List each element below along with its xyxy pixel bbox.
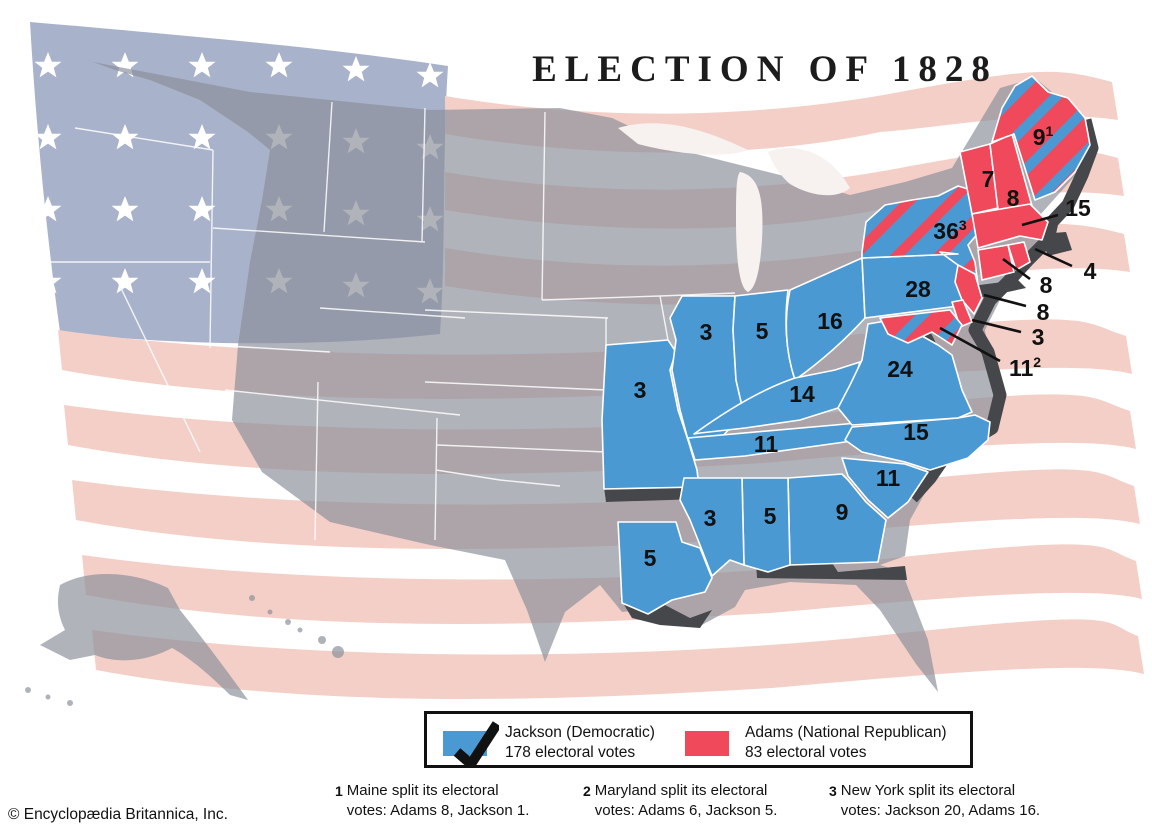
state-rhode-island [1007,241,1031,271]
state-label-pennsylvania: 28 [905,276,931,302]
lake-huron [768,148,850,196]
state-georgia [787,473,887,566]
state-label-maryland: 112 [1009,354,1041,381]
state-label-connecticut: 8 [1040,272,1053,298]
jackson-votes: 178 electoral votes [505,744,636,761]
state-label-massachusetts: 15 [1065,195,1091,221]
footnote-marker: 1 [335,783,343,799]
state-kentucky [693,361,861,435]
adams-swatch [685,731,729,756]
jackson-label: Jackson (Democratic) [505,724,655,741]
state-label-new-jersey: 8 [1037,299,1050,325]
state-connecticut [977,244,1015,281]
state-massachusetts [971,203,1049,249]
louisiana-delta-shadow [620,598,712,628]
checkmark-icon [453,721,499,766]
adams-votes: 83 electoral votes [745,744,867,761]
footnote-maryland: 2 Maryland split its electoral votes: Ada… [583,781,823,821]
state-label-mississippi: 3 [704,505,717,531]
state-label-north-carolina: 15 [903,419,929,445]
callout-line-connecticut [1002,257,1031,281]
state-label-indiana: 5 [756,318,769,344]
callout-line-delaware [971,318,1022,334]
copyright-notice: © Encyclopædia Britannica, Inc. [8,806,228,823]
state-new-jersey [954,264,983,315]
state-label-ohio: 16 [817,308,843,334]
hawaii [249,595,344,658]
state-label-delaware: 3 [1032,324,1045,350]
state-label-missouri: 3 [634,377,647,403]
state-label-south-carolina: 11 [876,465,901,491]
footnote-maine: 1 Maine split its electoral votes: Adams … [335,781,575,821]
footnote-new-york: 3 New York split its electoral votes: Jac… [829,781,1069,821]
state-label-virginia: 24 [887,356,913,382]
state-label-tennessee: 11 [754,431,779,457]
state-north-carolina [844,414,991,471]
state-maine [991,75,1091,201]
lake-superior [618,123,748,155]
state-label-new-york: 363 [933,217,967,244]
footnote-line: votes: Adams 6, Jackson 5. [594,802,778,819]
adams-legend-text: Adams (National Republican) 83 electoral… [745,723,947,763]
lake-michigan [736,172,763,292]
state-vote-labels: 3 3 5 16 14 11 24 15 11 9 5 3 5 28 363 7… [634,123,1097,571]
long-island-shadow [972,280,1026,298]
callout-line-new-jersey [983,293,1027,308]
footnote-marker: 3 [829,783,837,799]
aleutian-islands [25,687,73,706]
state-south-carolina [841,457,929,519]
footnote-marker: 2 [583,783,591,799]
page-title: ELECTION OF 1828 [532,49,998,90]
cape-cod-shadow [1040,232,1072,256]
legend-entry-jackson: Jackson (Democratic) 178 electoral votes [427,714,677,766]
state-label-illinois: 3 [700,319,713,345]
footnote-line: Maryland split its electoral [594,782,768,799]
legend: Jackson (Democratic) 178 electoral votes… [424,711,973,768]
territory-borders [48,101,736,541]
callout-line-massachusetts [1021,213,1059,227]
state-maryland [879,309,963,346]
state-label-rhode-island: 4 [1084,258,1097,284]
state-label-louisiana: 5 [644,545,657,571]
footnote-line: New York split its electoral [840,782,1016,799]
state-louisiana [617,521,713,615]
state-label-new-hampshire: 8 [1007,185,1020,211]
state-label-alabama: 5 [764,503,777,529]
callout-line-maryland [939,326,1001,363]
state-label-georgia: 9 [836,499,849,525]
callout-lines [939,213,1073,363]
legend-entry-adams: Adams (National Republican) 83 electoral… [679,714,974,765]
footnote-line: votes: Adams 8, Jackson 1. [346,802,530,819]
jackson-legend-text: Jackson (Democratic) 178 electoral votes [505,723,655,763]
adams-label: Adams (National Republican) [745,724,947,741]
callout-line-rhode-island [1034,247,1073,268]
states-1828 [601,75,1091,615]
alaska [40,573,248,700]
state-label-kentucky: 14 [789,381,815,407]
footnote-line: votes: Jackson 20, Adams 16. [840,802,1041,819]
state-label-vermont: 7 [982,166,995,192]
state-label-maine: 91 [1033,123,1054,150]
footnote-line: Maine split its electoral [346,782,499,799]
great-lakes [618,123,948,292]
